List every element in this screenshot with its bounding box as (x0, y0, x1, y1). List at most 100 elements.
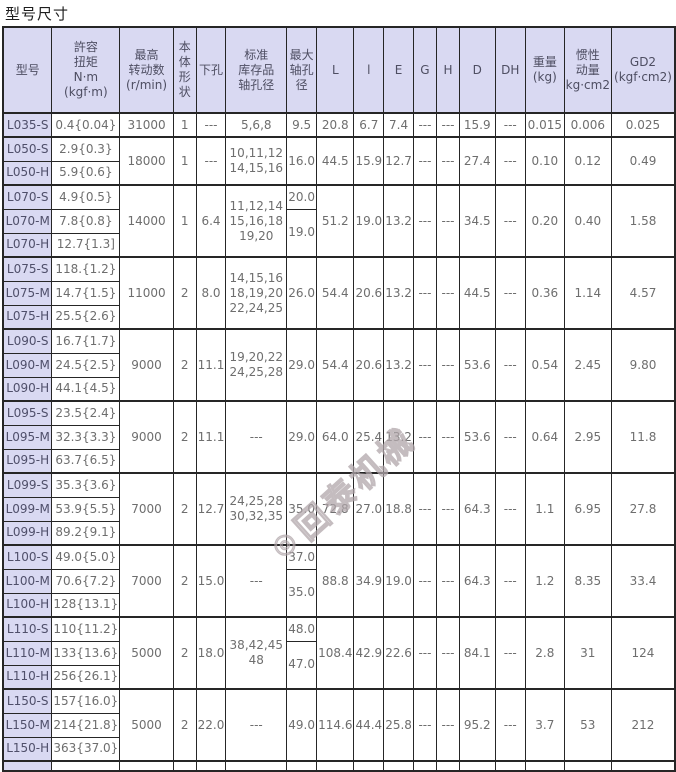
cell-model (2, 760, 53, 771)
cell-speed: 7000 (119, 472, 174, 546)
cell-torque: 89.2{9.1} (51, 520, 121, 546)
cell-DH: --- (494, 400, 527, 474)
table-row: L099-M 53.9{5.5} (2, 496, 675, 522)
column-header-shape: 本体 形状 (172, 26, 197, 114)
cell-torque: 256{26.1} (51, 664, 121, 690)
cell-maxbore: 35.0 (286, 472, 318, 546)
column-header-torque: 許容 扭矩 N·m (kgf·m) (51, 26, 121, 114)
table-row: L050-S 2.9{0.3} 18000 1 --- 10,11,12 14,15,16… (2, 136, 676, 186)
column-header-l: l (353, 26, 385, 114)
cell-shape: 2 (172, 544, 197, 618)
cell-model: L110-H (2, 664, 53, 690)
cell-bores: 10,11,12 14,15,16 (225, 136, 288, 186)
cell-L: 108.4 (316, 616, 355, 690)
table-row: L090-H 44.1{4.5} (2, 376, 675, 402)
cell-maxbore: 9.5 (286, 112, 318, 138)
cell-inertia: 6.95 (563, 472, 612, 546)
table-row: L150-S 157{16.0} 5000 2 22.0 --- 49.0 114.6 44.4… (2, 688, 676, 762)
cell-torque: 53.9{5.5} (51, 496, 121, 522)
cell-pilot: 12.7 (195, 472, 227, 546)
cell-speed: 14000 (119, 184, 174, 258)
cell-bores (225, 760, 288, 771)
cell-bores: 19,20,22 24,25,28 (225, 328, 288, 402)
cell-maxbore: 47.0 (286, 640, 318, 690)
cell-torque: 16.7{1.7} (51, 328, 121, 354)
cell-E: 18.8 (383, 472, 414, 546)
cell-l: 20.6 (353, 328, 385, 402)
cell-bores: 11,12,14 15,16,18 19,20 (225, 184, 288, 258)
table-row: L070-H 12.7{1.3] (2, 232, 675, 258)
cell-G: --- (412, 184, 438, 258)
cell-weight: 0.10 (525, 136, 565, 186)
cell-G: --- (412, 136, 438, 186)
cell-model: L095-H (2, 448, 53, 474)
cell-torque: 70.6{7.2} (51, 568, 121, 594)
cell-l: 42.9 (353, 616, 385, 690)
cell-pilot: 11.1 (195, 400, 227, 474)
cell-torque: 7.8{0.8} (51, 208, 121, 234)
cell-torque: 0.4{0.04} (51, 112, 121, 138)
cell-pilot: 6.4 (195, 184, 227, 258)
cell-maxbore: 48.0 (286, 616, 318, 642)
cell-gd2: 1.58 (610, 184, 676, 258)
cell-G: --- (412, 400, 438, 474)
cell-model: L100-H (2, 592, 53, 618)
cell-pilot: 15.0 (195, 544, 227, 618)
cell-model: L090-S (2, 328, 53, 354)
column-header-E: E (383, 26, 414, 114)
cell-l: 15.9 (353, 136, 385, 186)
cell-torque: 363{37.0} (51, 736, 121, 762)
table-row: L095-H 63.7{6.5} (2, 448, 675, 474)
model-dimensions-table: 型号 許容 扭矩 N·m (kgf·m) 最高 转动数 (r/min) 本体 形状 下孔… (2, 26, 676, 772)
cell-DH: --- (494, 328, 527, 402)
cell-weight: 2.8 (525, 616, 565, 690)
cell-D: 15.9 (459, 112, 496, 138)
column-header-D: D (459, 26, 496, 114)
cell-bores: 5,6,8 (225, 112, 288, 138)
cell-weight: 0.54 (525, 328, 565, 402)
cell-H: --- (435, 400, 461, 474)
cell-E: 12.7 (383, 136, 414, 186)
column-header-L: L (316, 26, 355, 114)
cell-torque: 4.9{0.5} (51, 184, 121, 210)
cell-DH: --- (494, 616, 527, 690)
cell-model: L075-S (2, 256, 53, 282)
cell-model: L090-H (2, 376, 53, 402)
cell-H: --- (435, 112, 461, 138)
cell-L: 54.4 (316, 256, 355, 330)
table-row: L075-S 118.{1.2} 11000 2 8.0 14,15,16 18,19,2… (2, 256, 676, 330)
cell-speed: 18000 (119, 136, 174, 186)
cell-torque: 44.1{4.5} (51, 376, 121, 402)
cell-torque: 214{21.8} (51, 712, 121, 738)
cell-E: 13.2 (383, 328, 414, 402)
cell-maxbore: 20.0 (286, 184, 318, 210)
cell-shape: 2 (172, 400, 197, 474)
cell-gd2: 0.49 (610, 136, 676, 186)
cell-G: --- (412, 688, 438, 762)
cell-inertia: 0.12 (563, 136, 612, 186)
table-row: L150-H 363{37.0} (2, 736, 675, 762)
cell-model: L150-M (2, 712, 53, 738)
cell-H: --- (435, 544, 461, 618)
cell-E: 22.6 (383, 616, 414, 690)
cell-shape: 1 (172, 184, 197, 258)
cell-speed (119, 760, 174, 771)
cell-H: --- (435, 472, 461, 546)
cell-inertia: 2.45 (563, 328, 612, 402)
cell-L: 88.8 (316, 544, 355, 618)
cell-G: --- (412, 256, 438, 330)
header-row: 型号 許容 扭矩 N·m (kgf·m) 最高 转动数 (r/min) 本体 形状 下孔… (2, 26, 676, 114)
cell-torque: 14.7{1.5} (51, 280, 121, 306)
cell-gd2: 212 (610, 688, 676, 762)
table-row: L070-M 7.8{0.8} 19.0 (2, 208, 675, 258)
cell-pilot (195, 760, 227, 771)
cell-E: 19.0 (383, 544, 414, 618)
cell-model: L150-S (2, 688, 53, 714)
cell-l: 34.9 (353, 544, 385, 618)
table-row: L100-M 70.6{7.2} 35.0 (2, 568, 675, 618)
table-row: L095-M 32.3{3.3} (2, 424, 675, 450)
cell-DH: --- (494, 136, 527, 186)
cell-H: --- (435, 136, 461, 186)
cell-shape: 2 (172, 472, 197, 546)
cell-inertia (563, 760, 612, 771)
